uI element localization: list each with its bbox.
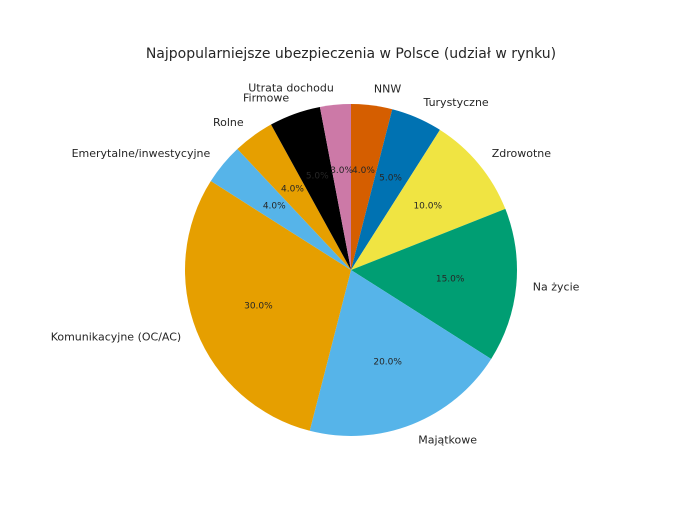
percent-label-majatkowe: 20.0% — [373, 358, 402, 368]
pie-slice-turystyczne — [351, 109, 440, 270]
percent-label-firmowe: 5.0% — [306, 171, 329, 181]
percent-label-emerytalne-inwestycyjne: 4.0% — [263, 202, 286, 212]
percent-label-na-zycie: 15.0% — [436, 274, 465, 284]
category-label-rolne: Rolne — [213, 116, 244, 129]
category-label-komunikacyjne-oc-ac: Komunikacyjne (OC/AC) — [51, 331, 182, 344]
pie-slice-utrata-dochodu — [319, 104, 351, 270]
pie-slices — [184, 104, 518, 436]
category-label-majatkowe: Majątkowe — [418, 433, 477, 446]
category-labels: NNW Turystyczne Zdrowotne Na życie Majątkowe… — [51, 82, 580, 447]
category-label-zdrowotne: Zdrowotne — [492, 147, 552, 160]
percent-label-zdrowotne: 10.0% — [413, 202, 442, 212]
pie-slice-komunikacyjne-oc-ac — [184, 181, 351, 431]
category-label-na-zycie: Na życie — [533, 281, 580, 294]
category-label-turystyczne: Turystyczne — [423, 96, 489, 109]
pie-slice-majatkowe — [309, 270, 492, 436]
percent-label-komunikacyjne-oc-ac: 30.0% — [244, 302, 273, 312]
category-label-utrata-dochodu: Utrata dochodu — [248, 82, 334, 95]
percent-label-nnw: 4.0% — [352, 166, 375, 176]
pie-slice-firmowe — [271, 106, 351, 271]
chart-title: Najpopularniejsze ubezpieczenia w Polsce… — [146, 46, 556, 62]
percent-labels: 4.0%5.0%10.0%15.0%20.0%30.0%4.0%4.0%5.0%… — [244, 166, 465, 368]
category-label-firmowe: Firmowe — [243, 92, 289, 105]
percent-label-utrata-dochodu: 3.0% — [330, 166, 353, 176]
pie-slice-zdrowotne — [351, 129, 506, 270]
percent-label-rolne: 4.0% — [281, 184, 304, 194]
percent-label-turystyczne: 5.0% — [379, 174, 402, 184]
pie-slice-emerytalne-inwestycyjne — [210, 148, 351, 270]
pie-slice-rolne — [237, 124, 351, 271]
category-label-nnw: NNW — [374, 82, 401, 95]
pie-slice-nnw — [351, 104, 393, 270]
pie-slice-na-zycie — [351, 208, 518, 359]
category-label-emerytalne-inwestycyjne: Emerytalne/inwestycyjne — [72, 147, 211, 160]
